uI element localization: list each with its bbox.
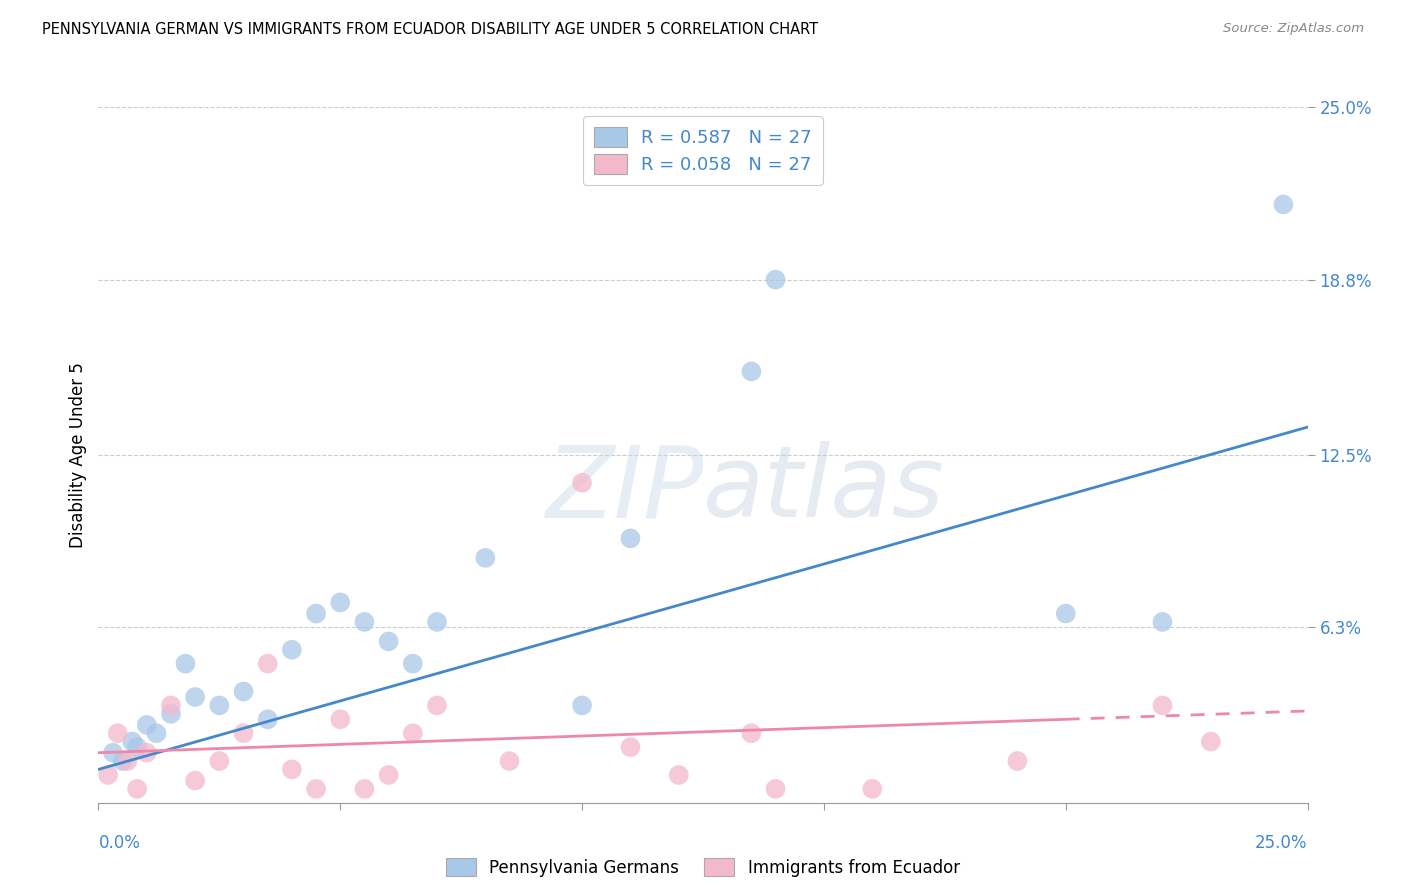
Text: PENNSYLVANIA GERMAN VS IMMIGRANTS FROM ECUADOR DISABILITY AGE UNDER 5 CORRELATIO: PENNSYLVANIA GERMAN VS IMMIGRANTS FROM E… xyxy=(42,22,818,37)
Point xyxy=(121,734,143,748)
Point xyxy=(305,607,328,621)
Point xyxy=(101,746,124,760)
Point xyxy=(402,657,425,671)
Point xyxy=(281,642,304,657)
Point xyxy=(740,726,762,740)
Point xyxy=(107,726,129,740)
Text: atlas: atlas xyxy=(703,442,945,538)
Point xyxy=(619,740,641,755)
Point xyxy=(1152,698,1174,713)
Point xyxy=(571,698,593,713)
Point xyxy=(765,781,787,796)
Point xyxy=(232,684,254,698)
Point xyxy=(256,657,278,671)
Point xyxy=(426,615,449,629)
Point xyxy=(145,726,167,740)
Point xyxy=(127,740,149,755)
Point xyxy=(160,706,183,721)
Text: 0.0%: 0.0% xyxy=(98,834,141,852)
Point xyxy=(353,781,375,796)
Point xyxy=(498,754,520,768)
Point xyxy=(329,595,352,609)
Point xyxy=(353,615,375,629)
Point xyxy=(184,773,207,788)
Text: ZIP: ZIP xyxy=(544,442,703,538)
Point xyxy=(232,726,254,740)
Point xyxy=(740,364,762,378)
Point xyxy=(127,781,149,796)
Point xyxy=(117,754,139,768)
Point xyxy=(174,657,197,671)
Text: Source: ZipAtlas.com: Source: ZipAtlas.com xyxy=(1223,22,1364,36)
Point xyxy=(860,781,883,796)
Point xyxy=(765,272,787,286)
Point xyxy=(571,475,593,490)
Point xyxy=(111,754,134,768)
Point xyxy=(135,746,157,760)
Point xyxy=(97,768,120,782)
Point xyxy=(208,698,231,713)
Point xyxy=(377,634,399,648)
Point xyxy=(329,712,352,726)
Point xyxy=(208,754,231,768)
Point xyxy=(184,690,207,704)
Legend: Pennsylvania Germans, Immigrants from Ecuador: Pennsylvania Germans, Immigrants from Ec… xyxy=(437,849,969,885)
Point xyxy=(402,726,425,740)
Point xyxy=(1152,615,1174,629)
Point xyxy=(668,768,690,782)
Point xyxy=(160,698,183,713)
Point xyxy=(377,768,399,782)
Point xyxy=(474,550,496,565)
Point xyxy=(1054,607,1077,621)
Point xyxy=(1272,197,1295,211)
Point xyxy=(305,781,328,796)
Point xyxy=(426,698,449,713)
Point xyxy=(281,763,304,777)
Point xyxy=(619,532,641,546)
Point xyxy=(1007,754,1029,768)
Point xyxy=(135,718,157,732)
Text: 25.0%: 25.0% xyxy=(1256,834,1308,852)
Y-axis label: Disability Age Under 5: Disability Age Under 5 xyxy=(69,362,87,548)
Point xyxy=(256,712,278,726)
Point xyxy=(1199,734,1222,748)
